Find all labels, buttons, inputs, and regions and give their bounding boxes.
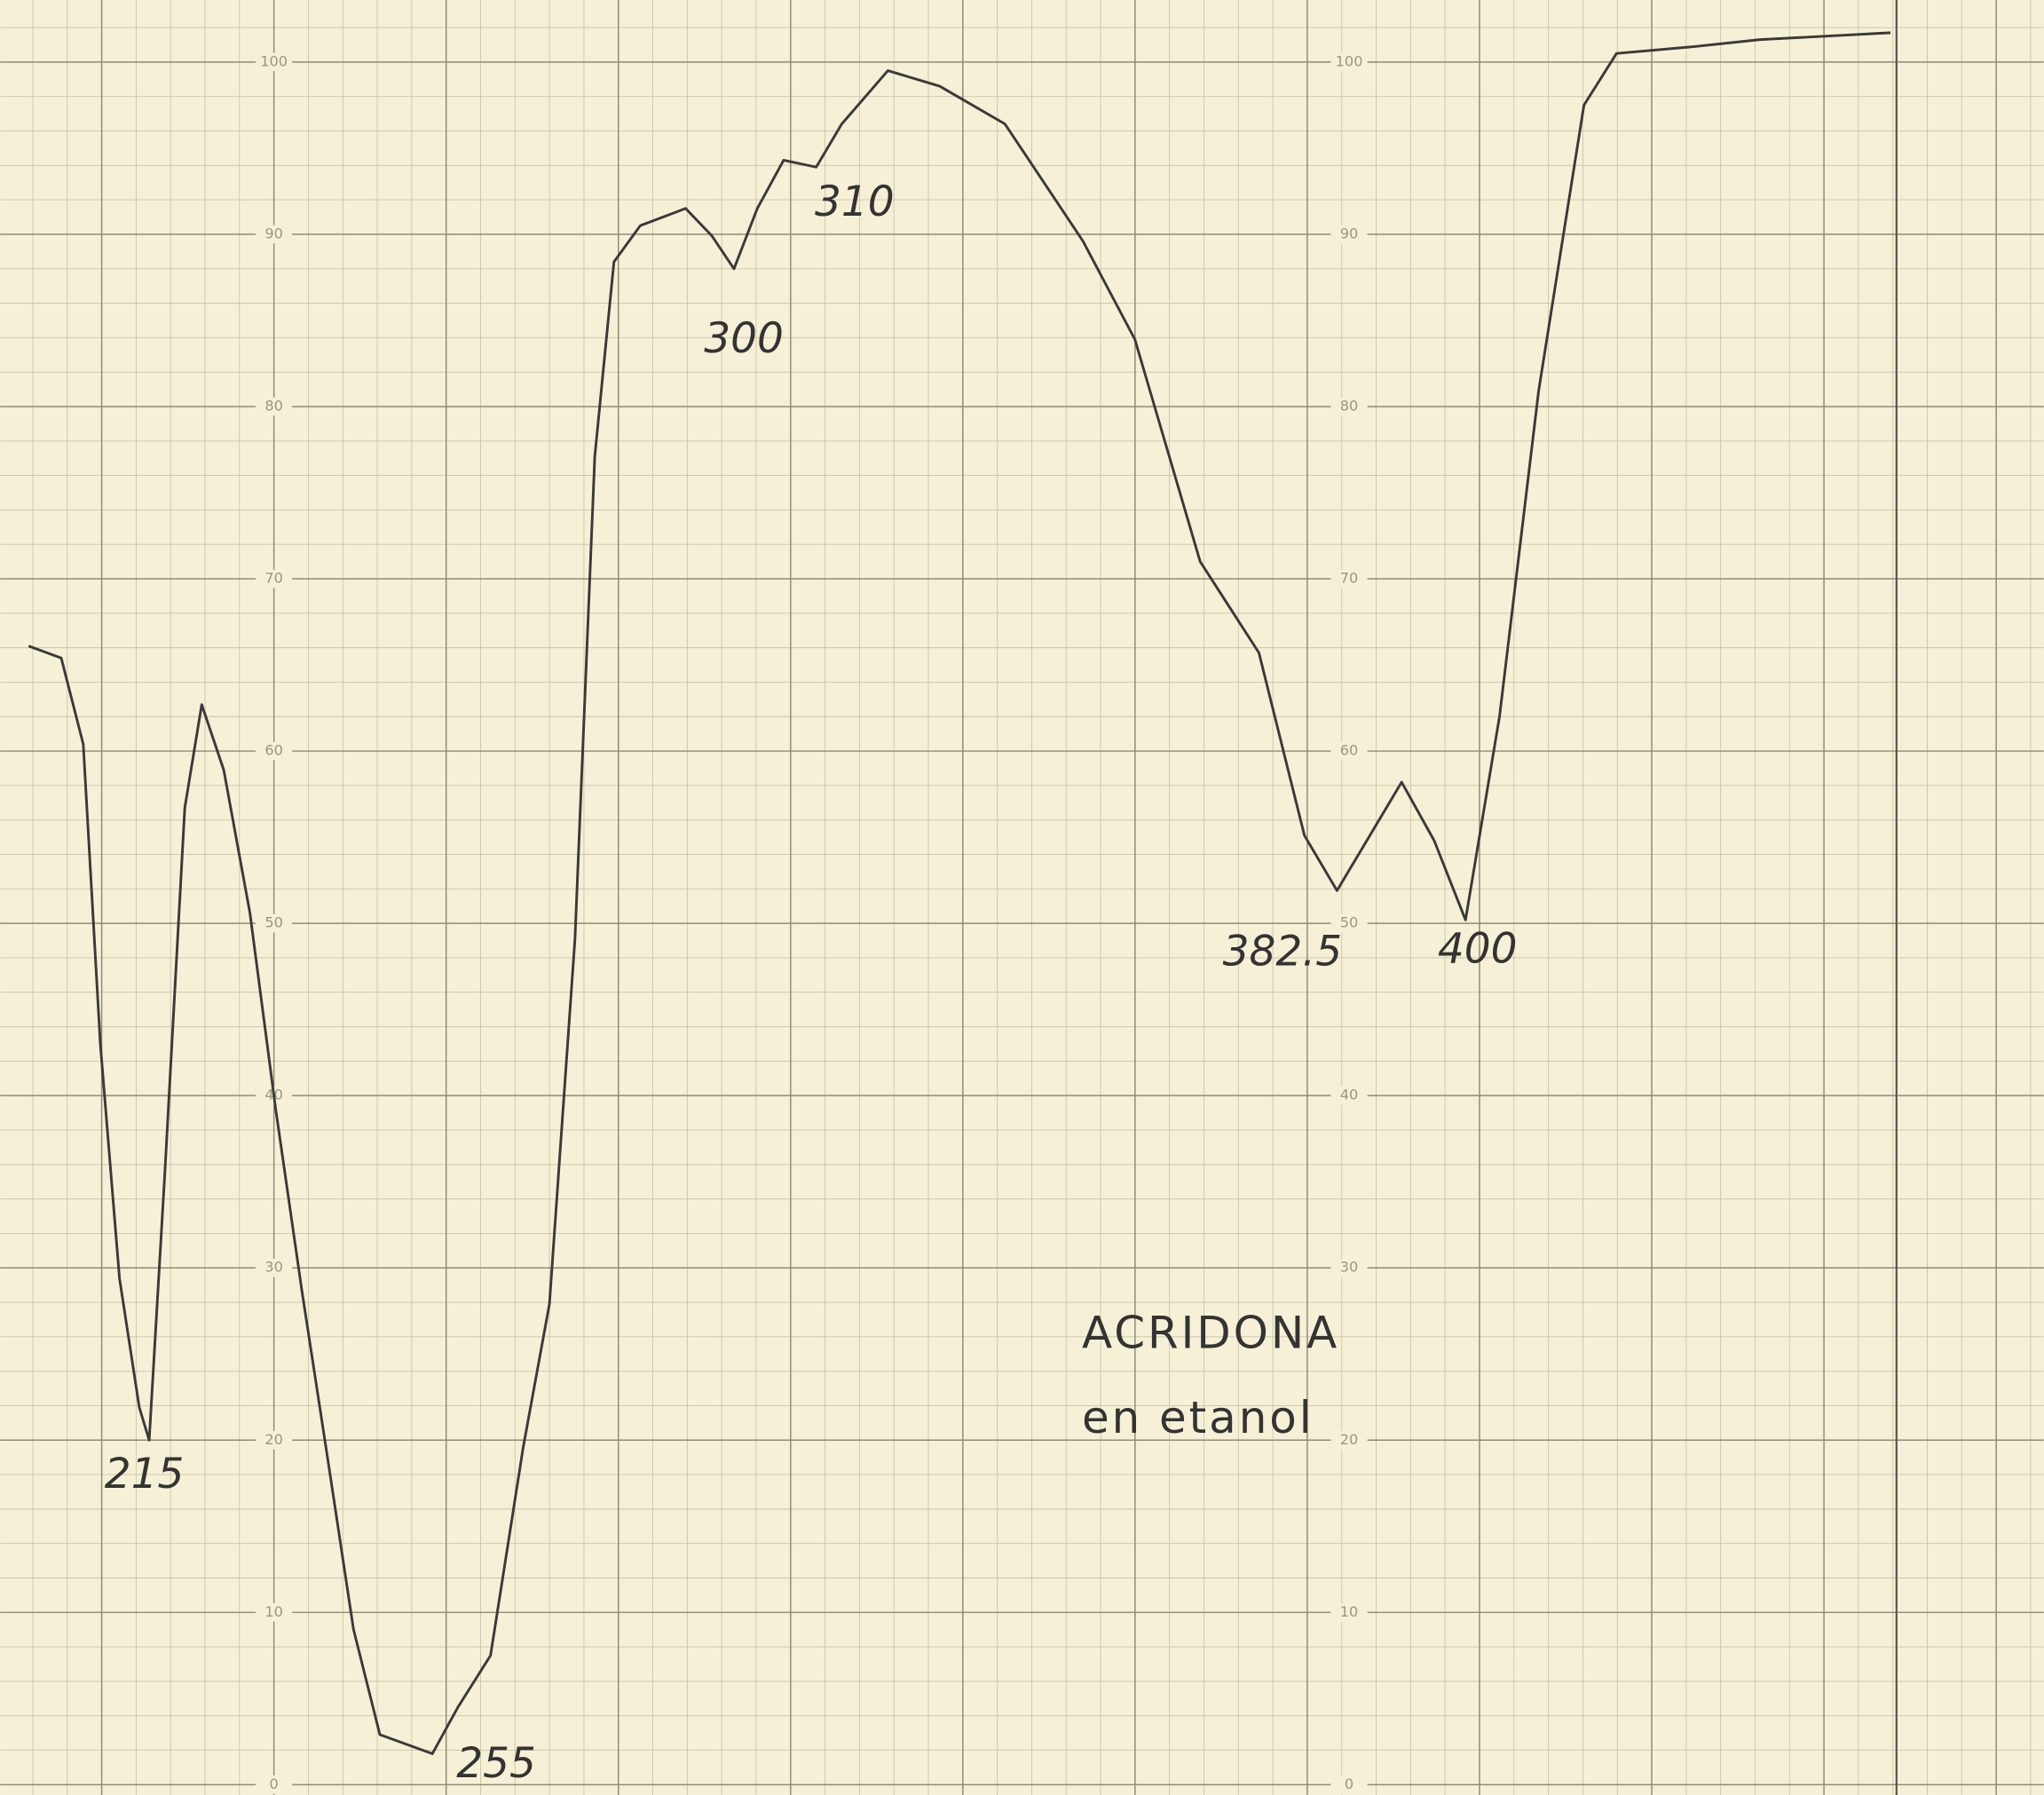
annotation: 400 bbox=[1438, 924, 1518, 973]
tick-label-bg bbox=[1330, 397, 1368, 416]
tick-label-bg bbox=[256, 225, 293, 244]
tick-label-bg bbox=[1330, 1086, 1368, 1105]
tick-label-bg bbox=[256, 741, 293, 761]
tick-label-bg bbox=[256, 1258, 293, 1277]
y-tick-label: 70 bbox=[264, 570, 283, 587]
tick-label-bg bbox=[256, 1430, 293, 1450]
annotation: 255 bbox=[456, 1739, 536, 1788]
y-tick-label: 40 bbox=[1340, 1087, 1359, 1103]
y-tick-label: 30 bbox=[264, 1259, 283, 1276]
tick-label-bg bbox=[256, 52, 293, 72]
y-tick-label: 0 bbox=[1345, 1775, 1353, 1792]
y-tick-label: 20 bbox=[1340, 1431, 1359, 1448]
y-tick-label: 90 bbox=[264, 225, 283, 241]
tick-label-bg bbox=[256, 913, 293, 933]
y-tick-label: 10 bbox=[264, 1603, 283, 1620]
y-tick-label: 80 bbox=[1340, 397, 1359, 414]
tick-label-bg bbox=[1330, 52, 1368, 72]
annotation: 310 bbox=[815, 178, 895, 226]
y-tick-label: 20 bbox=[264, 1431, 283, 1448]
y-tick-label: 100 bbox=[260, 52, 288, 69]
y-tick-label: 70 bbox=[1340, 570, 1359, 587]
tick-label-bg bbox=[1330, 1430, 1368, 1450]
tick-label-bg bbox=[256, 397, 293, 416]
annotation: ACRIDONA bbox=[1082, 1308, 1339, 1359]
y-tick-label: 60 bbox=[264, 742, 283, 759]
spectrum-line bbox=[28, 31, 1891, 1755]
tick-label-bg bbox=[1330, 913, 1368, 933]
tick-label-bg bbox=[1330, 741, 1368, 761]
y-tick-label: 0 bbox=[269, 1775, 278, 1792]
tick-label-bg bbox=[1330, 1775, 1368, 1794]
tick-label-bg bbox=[256, 569, 293, 589]
y-tick-label: 50 bbox=[1340, 914, 1359, 931]
tick-label-bg bbox=[1330, 1603, 1368, 1622]
annotation: 382.5 bbox=[1223, 927, 1342, 976]
annotation: en etanol bbox=[1082, 1392, 1314, 1443]
y-tick-label: 10 bbox=[1340, 1603, 1359, 1620]
y-tick-label: 50 bbox=[264, 914, 283, 931]
tick-label-bg bbox=[256, 1603, 293, 1622]
y-tick-label: 30 bbox=[1340, 1259, 1359, 1276]
annotation: 300 bbox=[704, 314, 784, 363]
tick-label-bg bbox=[1330, 225, 1368, 244]
y-tick-label: 90 bbox=[1340, 225, 1359, 241]
annotation: 215 bbox=[105, 1450, 185, 1498]
tick-label-bg bbox=[256, 1775, 293, 1794]
y-tick-label: 80 bbox=[264, 397, 283, 414]
tick-label-bg bbox=[1330, 569, 1368, 589]
y-tick-label: 60 bbox=[1340, 742, 1359, 759]
y-tick-label: 100 bbox=[1336, 52, 1363, 69]
tick-label-bg bbox=[1330, 1258, 1368, 1277]
